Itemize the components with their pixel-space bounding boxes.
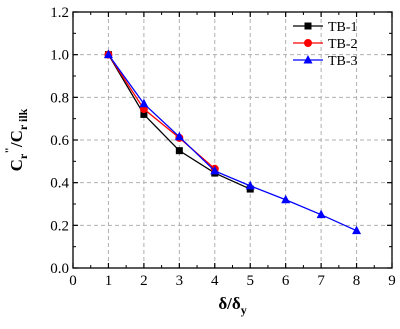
data-point-tb-3 [281,194,291,204]
data-point-tb-3 [210,165,220,175]
x-axis-label-sub: y [241,303,247,317]
series-line-tb-3 [107,54,357,232]
y-tick-label: 0.2 [50,218,69,234]
x-tick-label: 4 [211,273,219,289]
data-point-tb-3 [245,180,255,190]
series-tb-2 [104,50,219,173]
y-tick-label: 0.8 [50,90,69,106]
series-tb-1 [104,51,254,193]
x-axis-label: δ/δy [218,294,246,317]
data-point-tb-1 [140,110,148,118]
data-point-tb-3 [139,98,149,108]
y-tick-label: 1.0 [50,48,69,64]
series-layer [103,49,362,235]
y-tick-label: 0.0 [50,261,69,277]
y-tick-label: 0.6 [50,133,69,149]
x-tick-label: 6 [282,273,290,289]
x-tick-label: 5 [246,273,254,289]
y-axis-label-main: C [7,159,26,171]
legend-label: TB-2 [328,37,358,52]
legend-label: TB-3 [328,54,358,69]
series-line-tb-2 [107,54,216,170]
legend-item-tb-3: TB-3 [293,54,358,69]
legend-marker [304,39,312,47]
data-point-tb-3 [352,225,362,235]
y-tick-label: 0.4 [50,176,69,192]
y-axis-label-rest: /C [7,130,26,148]
legend-item-tb-2: TB-2 [293,37,358,52]
legend-label: TB-1 [328,20,358,35]
x-axis-label-main: δ/δ [218,294,241,313]
x-tick-label: 2 [140,273,148,289]
data-point-tb-3 [316,209,326,219]
y-axis-label-sub: r [16,153,30,159]
x-tick-label: 3 [176,273,184,289]
x-tick-label: 7 [317,273,325,289]
legend-item-tb-1: TB-1 [293,20,358,35]
x-tick-label: 1 [105,273,113,289]
data-point-tb-1 [175,147,183,155]
x-tick-label: 9 [388,273,396,289]
legend-marker [304,22,312,30]
y-axis-label-rest-sub: r ilk [16,108,30,130]
data-point-tb-3 [174,131,184,141]
y-tick-label: 1.2 [50,5,69,21]
legend: TB-1 TB-2 TB-3 [293,20,358,69]
axis-ticks: 0 1 2 3 4 5 6 7 8 9 0.0 0.2 0.4 0.6 0.8 1.0 1.2 [50,5,396,289]
y-axis-label: Cr"/Cr ilk [2,108,30,171]
series-tb-3 [103,49,362,235]
y-axis-label-sup: " [2,147,16,154]
data-point-tb-3 [103,49,113,59]
x-tick-label: 8 [353,273,361,289]
legend-marker [303,55,313,64]
x-tick-label: 0 [69,273,77,289]
